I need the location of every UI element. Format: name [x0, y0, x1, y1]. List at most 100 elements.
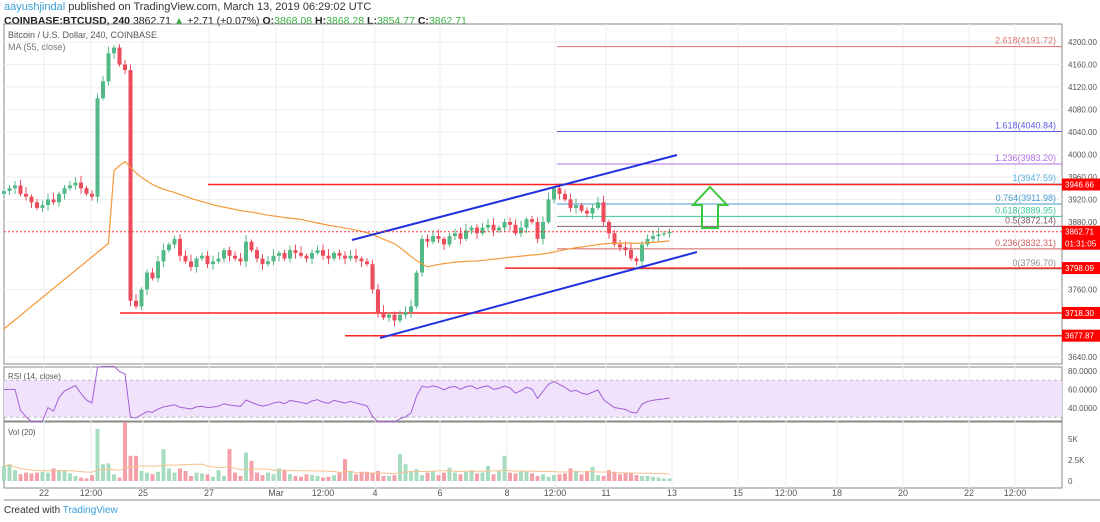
last-price-label: 3862.71	[1065, 228, 1094, 237]
candle-body	[35, 202, 39, 208]
price-tag-label: 3946.66	[1065, 181, 1094, 190]
volume-bar	[612, 471, 617, 481]
candle-body	[491, 224, 496, 231]
volume-bar	[557, 474, 562, 481]
volume-bar	[2, 465, 6, 481]
up-arrow-icon	[690, 185, 730, 229]
candle-body	[585, 210, 589, 214]
candle-body	[24, 193, 28, 197]
candle-body	[332, 252, 336, 259]
volume-bar	[13, 470, 17, 481]
candle-body	[13, 185, 17, 189]
candle-body	[447, 236, 452, 245]
candle-body	[271, 255, 276, 262]
tradingview-logo-link[interactable]: TradingView	[62, 505, 118, 516]
volume-bar	[106, 463, 111, 481]
candle-body	[260, 258, 265, 265]
candle-body	[651, 236, 655, 239]
candle-body	[95, 98, 100, 197]
price-tag-label: 3718.30	[1065, 309, 1094, 318]
volume-bar	[222, 475, 226, 481]
candle-body	[629, 250, 633, 259]
candle-body	[486, 224, 490, 228]
candle-body	[249, 241, 254, 251]
volume-bar	[315, 475, 320, 481]
x-tick-label: 25	[138, 488, 148, 498]
volume-bar	[667, 478, 672, 481]
candle-body	[359, 258, 364, 262]
candle-body	[601, 202, 606, 222]
volume-bar	[200, 473, 204, 481]
rsi-legend: RSI (14, close)	[8, 372, 61, 381]
publish-line: aayushjindal published on TradingView.co…	[4, 1, 371, 13]
volume-bar	[398, 454, 402, 481]
volume-bar	[227, 449, 232, 481]
volume-bar	[387, 475, 391, 481]
candle-body	[596, 202, 600, 208]
candle-body	[667, 231, 672, 234]
x-tick-label: 13	[667, 488, 677, 498]
volume-bar	[464, 471, 468, 481]
volume-bar	[607, 470, 611, 481]
candle-body	[348, 255, 353, 259]
volume-bar	[475, 473, 479, 481]
volume-bar	[29, 473, 34, 481]
volume-bar	[574, 470, 578, 481]
volume-bar	[381, 475, 386, 481]
ma-55-line	[3, 160, 670, 330]
candle-body	[453, 233, 457, 237]
price-chart[interactable]: 22 12:00 25 27 Mar 12:00 4 6 8 12:00 11 13 15 12:00 18…	[0, 0, 1100, 505]
x-tick-label: 12:00	[80, 488, 103, 498]
volume-bar	[491, 474, 496, 481]
volume-bar	[530, 473, 534, 481]
candle-body	[557, 188, 562, 194]
volume-bar	[51, 468, 56, 481]
candle-body	[337, 252, 342, 256]
candle-body	[299, 252, 303, 256]
candle-body	[277, 252, 281, 256]
candle-body	[502, 222, 507, 228]
volume-bar	[579, 474, 584, 481]
volume-bar	[46, 472, 50, 481]
candle-body	[304, 255, 309, 259]
fib-label: 0(3796.70)	[1012, 258, 1056, 268]
x-tick-label: 12:00	[312, 488, 335, 498]
channel-lower-trendline	[379, 251, 698, 339]
candle-body	[662, 233, 666, 235]
candle-body	[574, 205, 578, 208]
candle-body	[62, 188, 67, 194]
rsi-tick-label: 40.0000	[1068, 404, 1097, 413]
volume-bar	[442, 472, 446, 481]
candle-body	[156, 261, 160, 279]
volume-bar	[403, 464, 408, 481]
volume-bar	[255, 472, 259, 481]
candle-body	[398, 314, 402, 321]
volume-bar	[112, 474, 116, 481]
candle-body	[414, 272, 419, 307]
candle-body	[73, 182, 78, 186]
candle-body	[612, 233, 617, 245]
volume-bar	[502, 455, 507, 481]
volume-bar	[189, 475, 193, 481]
candle-body	[106, 53, 111, 82]
volume-bar	[321, 477, 325, 481]
candle-body	[161, 250, 166, 262]
candle-body	[381, 312, 386, 318]
volume-bar	[293, 475, 298, 481]
candle-body	[205, 255, 210, 265]
volume-bar	[304, 474, 309, 481]
x-tick-label: 18	[832, 488, 842, 498]
volume-bar	[431, 470, 435, 481]
volume-bar	[35, 472, 39, 481]
candle-body	[618, 244, 622, 248]
author-link[interactable]: aayushjindal	[4, 1, 66, 13]
volume-bar	[18, 474, 23, 481]
volume-bar	[156, 471, 160, 481]
volume-bar	[326, 476, 331, 481]
y-tick-label: 3760.00	[1068, 286, 1097, 295]
up-arrow-icon: ▲	[173, 15, 185, 27]
y-tick-label: 4080.00	[1068, 106, 1097, 115]
y-tick-label: 4000.00	[1068, 151, 1097, 160]
volume-bar	[519, 470, 523, 481]
volume-bar	[233, 472, 237, 481]
